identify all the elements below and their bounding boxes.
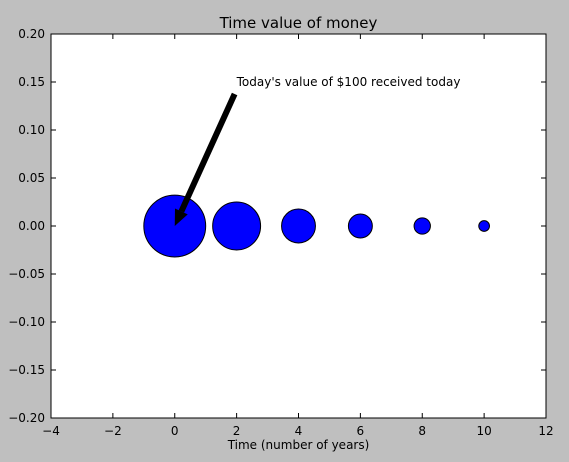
y-tick-label: −0.15 xyxy=(8,363,45,377)
annotation-arrow-head xyxy=(174,208,188,226)
x-axis-label: Time (number of years) xyxy=(227,438,370,452)
x-tick-label: 2 xyxy=(233,424,241,438)
y-axis: −0.20 −0.15 −0.10 −0.05 0.00 0.05 0.10 0.15 0.20 xyxy=(8,27,546,425)
x-tick-label: −2 xyxy=(104,424,122,438)
x-tick-label: 4 xyxy=(295,424,303,438)
x-axis: −4 −2 0 2 4 6 8 10 12 xyxy=(42,34,554,438)
x-tick-label: 10 xyxy=(476,424,491,438)
bubble-point xyxy=(478,220,490,232)
y-tick-label: 0.20 xyxy=(18,27,45,41)
chart-title: Time value of money xyxy=(219,14,378,32)
y-tick-label: −0.05 xyxy=(8,267,45,281)
x-tick-label: 8 xyxy=(418,424,426,438)
bubble-point xyxy=(413,217,431,235)
y-tick-label: 0.15 xyxy=(18,75,45,89)
y-tick-label: 0.00 xyxy=(18,219,45,233)
y-tick-label: 0.10 xyxy=(18,123,45,137)
bubble-point xyxy=(281,208,316,244)
bubble-point xyxy=(347,213,373,239)
x-tick-label: 6 xyxy=(357,424,365,438)
x-tick-label: 0 xyxy=(171,424,179,438)
annotation-arrow-shaft xyxy=(178,92,238,213)
y-tick-label: −0.10 xyxy=(8,315,45,329)
annotation-layer: Today's value of $100 received today xyxy=(174,75,461,226)
x-tick-label: 12 xyxy=(538,424,553,438)
y-tick-label: −0.20 xyxy=(8,411,45,425)
bubble-point xyxy=(212,201,262,251)
annotation-text: Today's value of $100 received today xyxy=(236,75,461,89)
x-tick-label: −4 xyxy=(42,424,60,438)
y-tick-label: 0.05 xyxy=(18,171,45,185)
